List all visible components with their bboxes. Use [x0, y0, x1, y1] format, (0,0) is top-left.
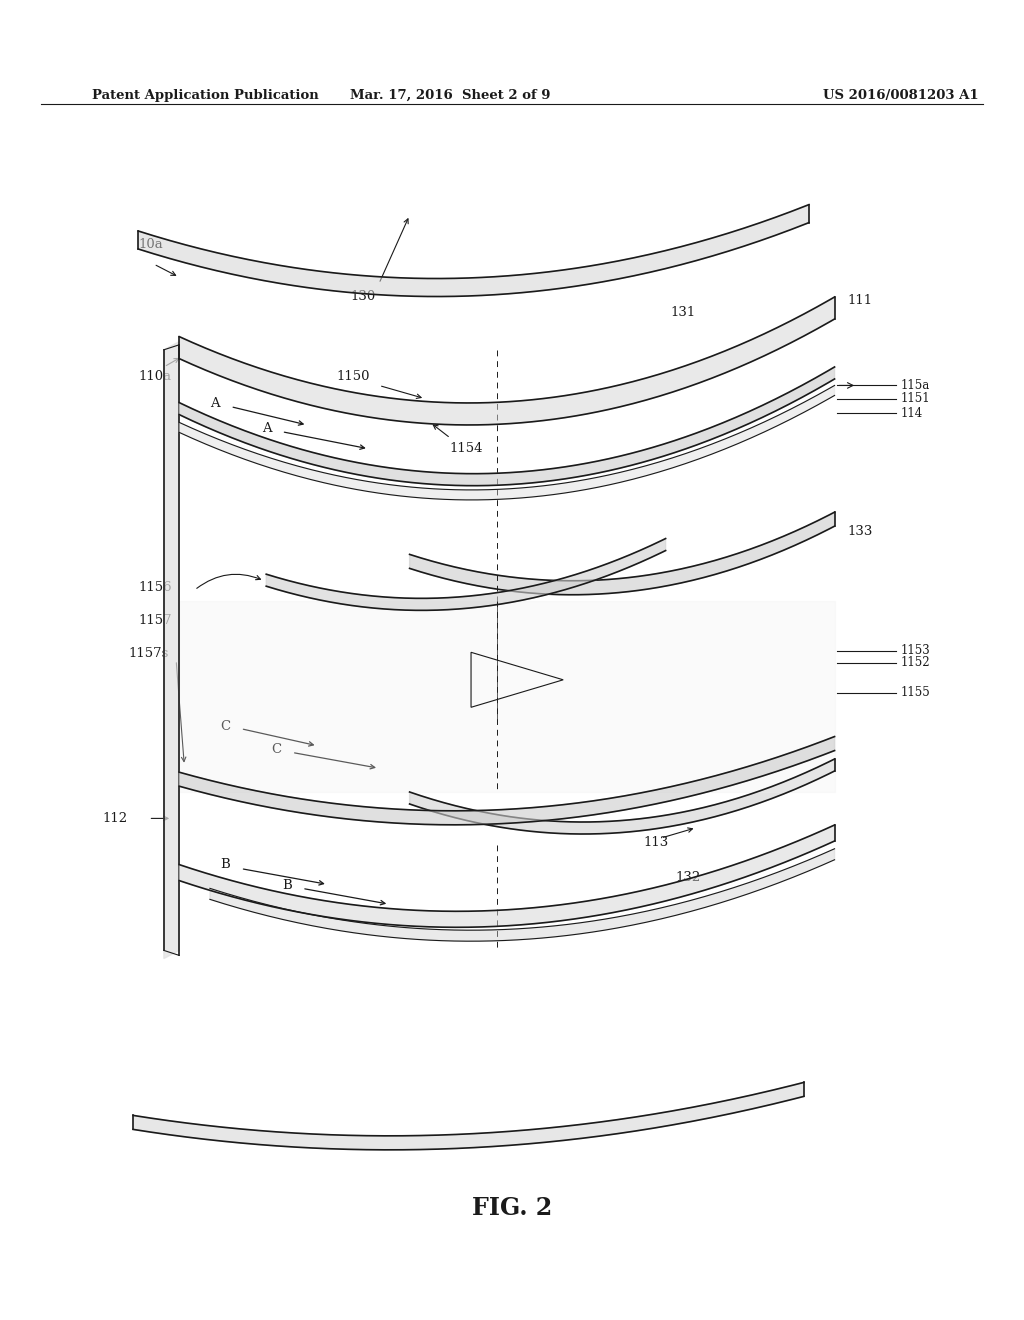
Text: 115a: 115a	[901, 379, 930, 392]
Text: 111: 111	[848, 294, 873, 308]
Text: US 2016/0081203 A1: US 2016/0081203 A1	[823, 88, 979, 102]
Polygon shape	[179, 297, 835, 425]
Text: 1151: 1151	[901, 392, 931, 405]
Text: C: C	[271, 743, 282, 756]
Text: 110a: 110a	[138, 370, 171, 383]
Text: 10a: 10a	[138, 238, 163, 251]
Text: 1157s: 1157s	[128, 647, 168, 660]
Text: 1157: 1157	[138, 614, 172, 627]
Polygon shape	[179, 737, 835, 825]
Text: Patent Application Publication: Patent Application Publication	[92, 88, 318, 102]
Text: C: C	[220, 719, 230, 733]
Polygon shape	[179, 367, 835, 486]
Polygon shape	[179, 601, 835, 792]
Text: 1152: 1152	[901, 656, 931, 669]
Polygon shape	[164, 342, 179, 958]
Text: 112: 112	[102, 812, 128, 825]
Text: 113: 113	[643, 836, 669, 849]
Text: B: B	[220, 858, 230, 871]
Polygon shape	[210, 849, 835, 941]
Text: 1155: 1155	[901, 686, 931, 700]
Text: A: A	[262, 422, 271, 436]
Text: 131: 131	[671, 306, 696, 319]
Polygon shape	[179, 385, 835, 500]
Polygon shape	[179, 825, 835, 928]
Text: 1153: 1153	[901, 644, 931, 657]
Text: 132: 132	[676, 871, 701, 884]
Polygon shape	[410, 759, 835, 834]
Text: 114: 114	[901, 407, 924, 420]
Text: A: A	[211, 397, 220, 411]
Polygon shape	[410, 512, 835, 595]
Text: Mar. 17, 2016  Sheet 2 of 9: Mar. 17, 2016 Sheet 2 of 9	[350, 88, 551, 102]
Polygon shape	[133, 1082, 804, 1150]
Text: 1150: 1150	[337, 370, 370, 383]
Polygon shape	[138, 205, 809, 297]
Text: 133: 133	[848, 525, 873, 539]
Text: FIG. 2: FIG. 2	[472, 1196, 552, 1220]
Text: B: B	[282, 879, 292, 892]
Polygon shape	[266, 539, 666, 610]
Text: 1154: 1154	[450, 442, 482, 455]
Text: 130: 130	[351, 290, 376, 304]
Text: 1156: 1156	[138, 581, 172, 594]
